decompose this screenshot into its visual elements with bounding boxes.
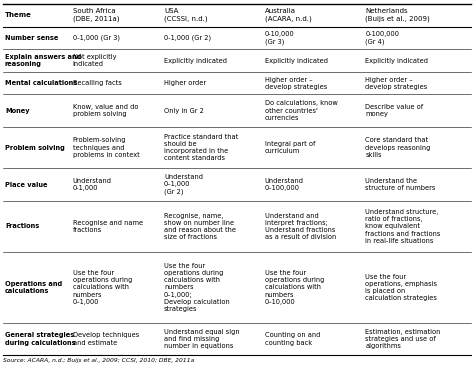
Text: Number sense: Number sense <box>5 35 58 41</box>
Text: Recalling facts: Recalling facts <box>73 80 122 86</box>
Text: Theme: Theme <box>5 12 32 18</box>
Text: South Africa
(DBE, 2011a): South Africa (DBE, 2011a) <box>73 8 119 22</box>
Text: Explicitly indicated: Explicitly indicated <box>164 58 227 63</box>
Text: Understand and
interpret fractions;
Understand fractions
as a result of division: Understand and interpret fractions; Unde… <box>265 213 336 240</box>
Text: Use the four
operations during
calculations with
numbers
0–1,000: Use the four operations during calculati… <box>73 270 132 305</box>
Text: Understand
0–100,000: Understand 0–100,000 <box>265 178 304 191</box>
Text: Explicitly indicated: Explicitly indicated <box>265 58 328 63</box>
Bar <box>3 127 471 169</box>
Text: Problem-solving
techniques and
problems in context: Problem-solving techniques and problems … <box>73 137 140 158</box>
Text: Problem solving: Problem solving <box>5 145 65 151</box>
Text: Higher order: Higher order <box>164 80 206 86</box>
Text: 0-1,000 (Gr 3): 0-1,000 (Gr 3) <box>73 35 120 41</box>
Text: Source: ACARA, n.d.; Buijs et al., 2009; CCSI, 2010; DBE, 2011a: Source: ACARA, n.d.; Buijs et al., 2009;… <box>3 358 194 363</box>
Text: Use the four
operations during
calculations with
numbers
0–10,000: Use the four operations during calculati… <box>265 270 324 305</box>
Text: Understand
0-1,000: Understand 0-1,000 <box>73 178 112 191</box>
Text: Only in Gr 2: Only in Gr 2 <box>164 107 204 114</box>
Text: Use the four
operations during
calculations with
numbers
0–1,000;
Develop calcul: Use the four operations during calculati… <box>164 263 230 312</box>
Text: Know, value and do
problem solving: Know, value and do problem solving <box>73 104 138 117</box>
Bar <box>3 72 471 94</box>
Text: Mental calculations: Mental calculations <box>5 80 77 86</box>
Text: Not explicitly
indicated: Not explicitly indicated <box>73 54 116 67</box>
Text: Place value: Place value <box>5 182 47 187</box>
Text: Develop techniques
and estimate: Develop techniques and estimate <box>73 332 139 345</box>
Text: 0-1,000 (Gr 2): 0-1,000 (Gr 2) <box>164 35 211 41</box>
Text: Operations and
calculations: Operations and calculations <box>5 281 62 294</box>
Text: USA
(CCSSI, n.d.): USA (CCSSI, n.d.) <box>164 8 208 22</box>
Text: Netherlands
(Buijs et al., 2009): Netherlands (Buijs et al., 2009) <box>365 8 430 22</box>
Text: Australia
(ACARA, n.d.): Australia (ACARA, n.d.) <box>265 8 311 22</box>
Text: Understand structure,
ratio of fractions,
know equivalent
fractions and fraction: Understand structure, ratio of fractions… <box>365 209 441 244</box>
Text: 0-100,000
(Gr 4): 0-100,000 (Gr 4) <box>365 31 400 45</box>
Bar <box>3 323 471 355</box>
Text: Counting on and
counting back: Counting on and counting back <box>265 332 320 345</box>
Bar <box>3 27 471 49</box>
Text: Understand equal sign
and find missing
number in equations: Understand equal sign and find missing n… <box>164 329 240 349</box>
Text: Money: Money <box>5 107 29 114</box>
Bar <box>3 49 471 72</box>
Bar <box>3 94 471 127</box>
Text: Understand
0–1,000
(Gr 2): Understand 0–1,000 (Gr 2) <box>164 174 203 195</box>
Bar <box>3 169 471 201</box>
Text: 0-10,000
(Gr 3): 0-10,000 (Gr 3) <box>265 31 294 45</box>
Bar <box>3 252 471 323</box>
Text: Explain answers and
reasoning: Explain answers and reasoning <box>5 54 81 67</box>
Text: Do calculations, know
other countries'
currencies: Do calculations, know other countries' c… <box>265 100 337 121</box>
Text: Use the four
operations, emphasis
is placed on
calculation strategies: Use the four operations, emphasis is pla… <box>365 273 438 301</box>
Text: Estimation, estimation
strategies and use of
algorithms: Estimation, estimation strategies and us… <box>365 329 441 349</box>
Text: Higher order –
develop strategies: Higher order – develop strategies <box>265 76 327 90</box>
Text: Explicitly indicated: Explicitly indicated <box>365 58 428 63</box>
Bar <box>3 4 471 27</box>
Text: Describe value of
money: Describe value of money <box>365 104 423 117</box>
Text: Recognise, name,
show on number line
and reason about the
size of fractions: Recognise, name, show on number line and… <box>164 213 236 240</box>
Text: Understand the
structure of numbers: Understand the structure of numbers <box>365 178 436 191</box>
Text: Practice standard that
should be
incorporated in the
content standards: Practice standard that should be incorpo… <box>164 134 238 162</box>
Text: Core standard that
develops reasoning
skills: Core standard that develops reasoning sk… <box>365 137 431 158</box>
Text: Higher order –
develop strategies: Higher order – develop strategies <box>365 76 428 90</box>
Bar <box>3 201 471 252</box>
Text: General strategies
during calculations: General strategies during calculations <box>5 332 76 345</box>
Text: Integral part of
curriculum: Integral part of curriculum <box>265 141 315 154</box>
Text: Fractions: Fractions <box>5 223 39 230</box>
Text: Recognise and name
fractions: Recognise and name fractions <box>73 220 143 233</box>
